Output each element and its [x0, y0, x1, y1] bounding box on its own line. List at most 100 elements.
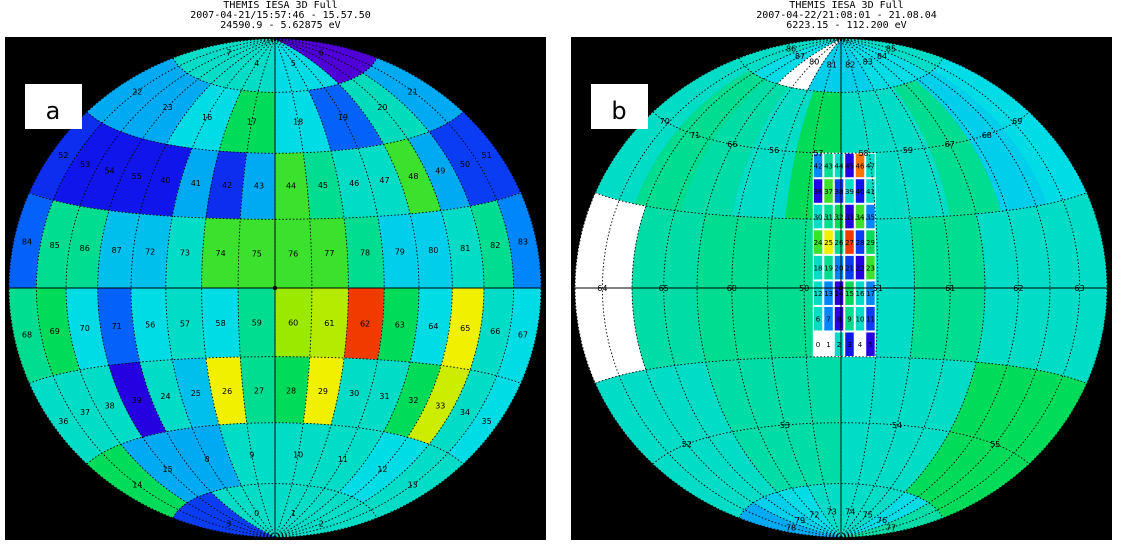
center-grid-cell [855, 230, 865, 254]
center-grid-cell [866, 332, 875, 357]
cell-label: 30 [349, 389, 359, 398]
cell-label: 12 [377, 465, 387, 474]
cell-label: 32 [408, 396, 418, 405]
cell-label: 44 [835, 162, 844, 170]
cell-label: 25 [191, 389, 201, 398]
cell-label: 65 [460, 324, 470, 333]
panel-label-box: b [591, 84, 648, 129]
center-grid-cell [834, 153, 844, 178]
cell-label: 42 [222, 181, 232, 190]
center-grid-cell [855, 204, 865, 229]
meridian-line [274, 38, 453, 538]
cell-label: 17 [866, 290, 875, 298]
cell-label: 65 [659, 284, 669, 293]
cell-label: 27 [845, 239, 854, 247]
cell-label: 10 [293, 451, 303, 460]
cell-label: 34 [856, 214, 865, 222]
center-grid-cell [824, 230, 833, 254]
cell-label: 9 [847, 316, 851, 324]
center-grid-cell [834, 230, 844, 254]
cell-label: 59 [903, 146, 913, 155]
parallel-line [652, 111, 1030, 154]
cell-label: 70 [660, 117, 670, 126]
cell-label: 57 [813, 149, 823, 158]
center-grid-cell [855, 179, 865, 203]
cell-label: 50 [460, 160, 470, 169]
cell-label: 60 [288, 319, 298, 328]
cell-label: 33 [845, 214, 854, 222]
cell-label: 72 [809, 511, 819, 520]
cell-label: 68 [982, 131, 992, 140]
panel-b-header: THEMIS IESA 3D Full 2007-04-22/21:08:01 … [566, 1, 1127, 31]
cell-label: 83 [863, 57, 873, 66]
cell-label: 82 [490, 241, 500, 250]
cell-label: 67 [945, 140, 955, 149]
center-grid-cell [845, 179, 854, 203]
center-grid-cell [866, 204, 875, 229]
cell-label: 16 [202, 113, 212, 122]
cell-label: 61 [945, 284, 955, 293]
cell-label: 18 [814, 265, 823, 273]
cell-label: 48 [408, 172, 418, 181]
cell-label: 77 [324, 249, 334, 258]
center-grid-cell [845, 306, 854, 331]
cell-label: 25 [824, 239, 833, 247]
cell-label: 41 [191, 179, 201, 188]
panel-label-background [25, 84, 82, 129]
center-grid-cell [845, 230, 854, 254]
center-grid-cell [866, 255, 875, 280]
panel-label-background [591, 84, 648, 129]
cell-label: 32 [835, 214, 844, 222]
cell-label: 2 [837, 341, 841, 349]
panel-a-header: THEMIS IESA 3D Full 2007-04-21/15:57:46 … [0, 1, 561, 31]
sky-map-panel-a: THEMIS IESA 3D Full 2007-04-21/15:57:46 … [0, 0, 569, 541]
meridian-line [663, 38, 842, 538]
cell-label: 53 [80, 160, 90, 169]
cell-label: 71 [112, 322, 122, 331]
center-grid-cell [824, 153, 833, 178]
cell-label: 46 [349, 179, 359, 188]
center-grid-cell [813, 281, 823, 305]
center-grid-cell [845, 204, 854, 229]
cell-label: 35 [482, 417, 492, 426]
cell-label: 62 [1013, 284, 1023, 293]
panel-b-energy: 6223.15 - 112.200 eV [786, 20, 907, 31]
cell-label: 86 [786, 44, 796, 53]
center-grid-cell [834, 306, 844, 331]
cell-label: 72 [145, 247, 155, 256]
cell-label: 79 [795, 516, 805, 525]
cell-label: 20 [377, 103, 387, 112]
cell-label: 4 [254, 59, 259, 68]
cell-label: 63 [395, 321, 405, 330]
cell-label: 43 [254, 182, 264, 191]
cell-label: 46 [856, 162, 865, 170]
cell-label: 30 [814, 214, 823, 222]
center-grid-cell [813, 255, 823, 280]
cell-label: 85 [886, 44, 896, 53]
cell-label: 18 [293, 117, 303, 126]
center-grid-cell [813, 153, 823, 178]
cell-label: 7 [826, 316, 830, 324]
center-grid-cell [855, 281, 865, 305]
cell-label: 0 [254, 509, 259, 518]
center-grid-cell [824, 255, 833, 280]
cell-label: 71 [690, 131, 700, 140]
parallel-line [595, 356, 1087, 384]
cell-label: 7 [226, 48, 231, 57]
center-grid-cell [855, 332, 865, 357]
cell-label: 11 [338, 455, 348, 464]
cell-label: 22 [856, 265, 865, 273]
center-grid-cell [855, 255, 865, 280]
center-grid-cell [813, 306, 823, 331]
cell-label: 5 [291, 59, 296, 68]
cell-label: 87 [112, 246, 122, 255]
cell-label: 29 [866, 239, 875, 247]
parallel-line [29, 356, 521, 384]
parallel-line [172, 57, 378, 93]
cell-label: 67 [518, 330, 528, 339]
center-grid-cell [845, 255, 854, 280]
cell-label: 45 [845, 162, 854, 170]
cell-label: 66 [490, 327, 500, 336]
parallel-line [738, 57, 944, 93]
